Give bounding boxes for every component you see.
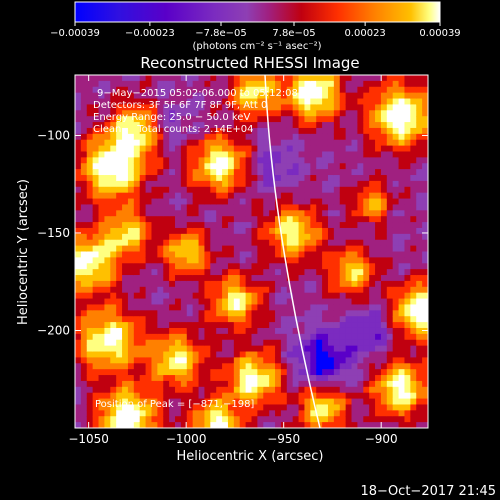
colorbar-tick-label: 0.00039 [419, 28, 460, 39]
heatmap-cells [75, 75, 428, 428]
y-axis-label: Heliocentric Y (arcsec) [16, 179, 31, 325]
chart-title: Reconstructed RHESSI Image [140, 54, 359, 72]
colorbar-tick-label: −0.00039 [50, 28, 100, 39]
x-tick-label: −950 [267, 432, 300, 446]
colorbar-tick-label: −0.00023 [125, 28, 175, 39]
annotation-clean-counts: Clean Total counts: 2.14E+04 [93, 124, 253, 135]
x-tick-label: −900 [365, 432, 398, 446]
colorbar-tick-label: 7.8e−05 [272, 28, 315, 39]
x-tick-label: −1050 [68, 432, 109, 446]
x-tick-label: −1000 [166, 432, 207, 446]
colorbar-ticks: −0.00039 −0.00023 −7.8e−05 7.8e−05 0.00023 0.… [50, 22, 461, 39]
plot-frame [74, 74, 429, 429]
colorbar-tick-label: 0.00023 [344, 28, 385, 39]
colorbar [74, 1, 441, 23]
peak-position-label: Position of Peak = [−871,−198] [95, 399, 254, 410]
annotation-block: 9−May−2015 05:02:06.000 to 05:12:08.000 … [93, 88, 320, 135]
colorbar-tick-label: −7.8e−05 [195, 28, 247, 39]
annotation-detectors: Detectors: 3F 5F 6F 7F 8F 9F, Att 0 [93, 100, 267, 111]
y-tick-label: −150 [37, 226, 70, 240]
annotation-energy-range: Energy Range: 25.0 − 50.0 keV [93, 112, 250, 123]
x-axis: −1050 −1000 −950 −900 [68, 75, 398, 446]
footer-timestamp: 18−Oct−2017 21:45 [361, 484, 496, 499]
y-tick-label: −100 [37, 128, 70, 142]
annotation-time-range: 9−May−2015 05:02:06.000 to 05:12:08.000 [97, 88, 320, 99]
x-axis-label: Heliocentric X (arcsec) [177, 449, 324, 464]
colorbar-units-label: (photons cm⁻² s⁻¹ asec⁻²) [192, 41, 321, 52]
solar-limb-line [264, 75, 321, 428]
y-tick-label: −200 [37, 323, 70, 337]
y-axis: −100 −150 −200 [37, 128, 428, 337]
